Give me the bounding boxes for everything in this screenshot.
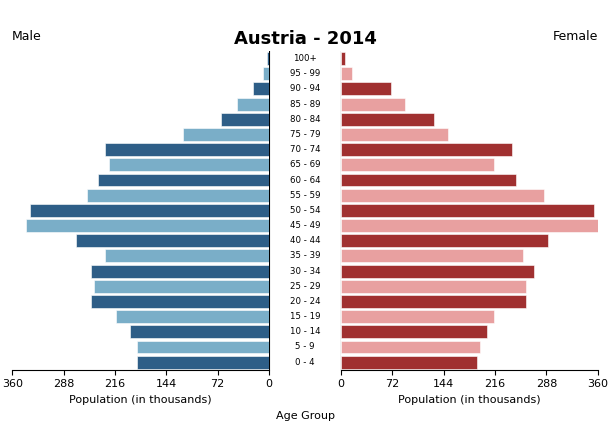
Bar xyxy=(184,128,269,141)
Bar xyxy=(341,189,544,201)
Bar xyxy=(341,159,494,171)
X-axis label: Population (in thousands): Population (in thousands) xyxy=(70,395,212,405)
Bar xyxy=(341,128,448,141)
Text: 55 - 59: 55 - 59 xyxy=(290,191,320,200)
Bar xyxy=(105,143,269,156)
Bar xyxy=(341,340,480,354)
Bar xyxy=(98,173,269,187)
X-axis label: Population (in thousands): Population (in thousands) xyxy=(398,395,540,405)
Bar xyxy=(137,340,269,354)
Bar xyxy=(341,52,345,65)
Text: 0 - 4: 0 - 4 xyxy=(295,358,315,367)
Bar xyxy=(26,219,269,232)
Bar xyxy=(116,310,269,323)
Bar xyxy=(341,113,434,126)
Bar xyxy=(341,82,391,95)
Text: Female: Female xyxy=(553,30,598,43)
Text: 5 - 9: 5 - 9 xyxy=(295,343,315,351)
Text: 70 - 74: 70 - 74 xyxy=(290,145,320,154)
Text: Age Group: Age Group xyxy=(276,411,334,421)
Bar xyxy=(76,234,269,247)
Text: 25 - 29: 25 - 29 xyxy=(290,282,320,291)
Bar xyxy=(237,98,269,110)
Bar xyxy=(137,356,269,368)
Text: Male: Male xyxy=(12,30,42,43)
Text: 90 - 94: 90 - 94 xyxy=(290,85,320,94)
Text: Austria - 2014: Austria - 2014 xyxy=(234,30,376,48)
Bar xyxy=(221,113,269,126)
Text: 65 - 69: 65 - 69 xyxy=(290,160,320,169)
Text: 15 - 19: 15 - 19 xyxy=(290,312,320,321)
Bar xyxy=(341,326,487,338)
Bar xyxy=(341,265,534,278)
Bar xyxy=(91,265,269,278)
Bar xyxy=(341,143,512,156)
Bar xyxy=(341,204,594,217)
Bar xyxy=(341,98,405,110)
Text: 10 - 14: 10 - 14 xyxy=(290,327,320,336)
Bar xyxy=(264,67,269,80)
Bar xyxy=(30,204,269,217)
Bar xyxy=(91,295,269,308)
Bar xyxy=(130,326,269,338)
Text: 45 - 49: 45 - 49 xyxy=(290,221,320,230)
Text: 85 - 89: 85 - 89 xyxy=(290,99,320,109)
Bar xyxy=(341,219,598,232)
Bar xyxy=(341,295,526,308)
Text: 35 - 39: 35 - 39 xyxy=(290,252,320,261)
Bar xyxy=(341,234,548,247)
Bar xyxy=(341,249,523,262)
Bar xyxy=(341,356,476,368)
Text: 75 - 79: 75 - 79 xyxy=(290,130,320,139)
Text: 40 - 44: 40 - 44 xyxy=(290,236,320,245)
Bar xyxy=(341,280,526,293)
Text: 20 - 24: 20 - 24 xyxy=(290,297,320,306)
Text: 50 - 54: 50 - 54 xyxy=(290,206,320,215)
Bar xyxy=(95,280,269,293)
Text: 30 - 34: 30 - 34 xyxy=(290,266,320,275)
Bar xyxy=(267,52,269,65)
Text: 100+: 100+ xyxy=(293,54,317,63)
Bar xyxy=(87,189,269,201)
Text: 80 - 84: 80 - 84 xyxy=(290,115,320,124)
Bar xyxy=(253,82,269,95)
Bar xyxy=(341,173,515,187)
Text: 60 - 64: 60 - 64 xyxy=(290,176,320,184)
Bar xyxy=(109,159,269,171)
Text: 95 - 99: 95 - 99 xyxy=(290,69,320,78)
Bar xyxy=(105,249,269,262)
Bar xyxy=(341,310,494,323)
Bar xyxy=(341,67,351,80)
